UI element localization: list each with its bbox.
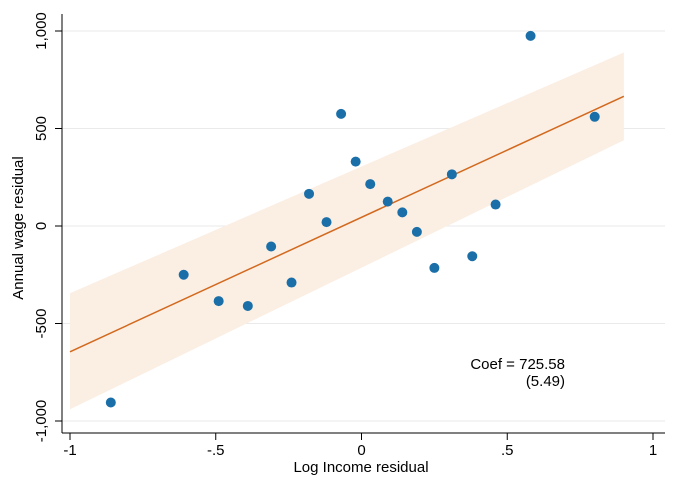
axes xyxy=(55,14,665,440)
y-tick-label: 500 xyxy=(33,116,50,141)
x-tick-label: 0 xyxy=(357,442,365,459)
data-point xyxy=(467,251,478,262)
y-tick-label: 1,000 xyxy=(33,12,50,50)
data-point xyxy=(411,226,422,237)
data-point xyxy=(446,169,457,180)
data-point xyxy=(350,156,361,167)
data-point xyxy=(382,196,393,207)
tick-labels: -1 -.5 0 .5 1 -1,000 -500 0 500 1,000 xyxy=(33,12,657,459)
regression-line xyxy=(69,95,625,353)
x-tick-label: -1 xyxy=(63,442,76,459)
y-tick-label: -500 xyxy=(33,308,50,338)
data-point xyxy=(589,111,600,122)
data-point xyxy=(397,207,408,218)
data-point xyxy=(105,397,116,408)
x-tick-label: 1 xyxy=(649,442,657,459)
y-tick-label: -1,000 xyxy=(33,400,50,443)
data-point xyxy=(525,30,536,41)
confidence-band-area xyxy=(70,52,624,410)
data-point xyxy=(266,241,277,252)
fit-line xyxy=(69,95,625,353)
data-point xyxy=(286,277,297,288)
x-axis-title: Log Income residual xyxy=(293,459,428,476)
data-point xyxy=(336,108,347,119)
data-point xyxy=(365,179,376,190)
y-axis-title: Annual wage residual xyxy=(10,156,27,299)
data-point xyxy=(242,300,253,311)
confidence-band xyxy=(70,52,624,410)
y-tick-label: 0 xyxy=(33,222,50,230)
coef-annotation: Coef = 725.58 xyxy=(470,356,565,373)
data-point xyxy=(429,262,440,273)
data-point xyxy=(213,296,224,307)
x-tick-label: .5 xyxy=(501,442,514,459)
x-tick-label: -.5 xyxy=(207,442,225,459)
data-point xyxy=(321,217,332,228)
data-points xyxy=(105,30,600,408)
data-point xyxy=(178,269,189,280)
data-point xyxy=(490,199,501,210)
data-point xyxy=(304,188,315,199)
se-annotation: (5.49) xyxy=(526,373,565,390)
